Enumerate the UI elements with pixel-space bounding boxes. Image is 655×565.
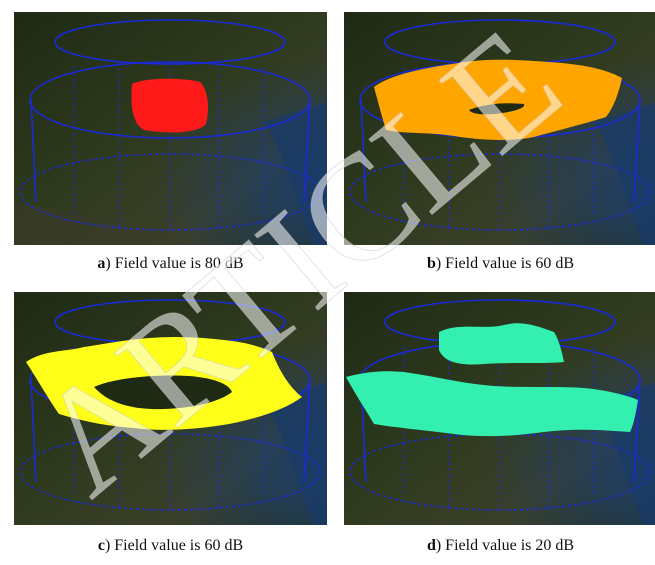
panel-c-image <box>14 292 327 525</box>
field-region <box>346 371 638 437</box>
field-region <box>374 59 622 140</box>
field-region <box>439 323 564 365</box>
panel-b-image <box>344 12 655 245</box>
caption-b: b) Field value is 60 dB <box>426 255 575 272</box>
panel-a-image <box>14 12 327 245</box>
panel-d-image <box>344 292 655 525</box>
caption-d: d) Field value is 20 dB <box>426 537 575 554</box>
field-region <box>131 78 208 133</box>
caption-c: c) Field value is 60 dB <box>97 537 244 554</box>
caption-a: a) Field value is 80 dB <box>97 255 244 272</box>
